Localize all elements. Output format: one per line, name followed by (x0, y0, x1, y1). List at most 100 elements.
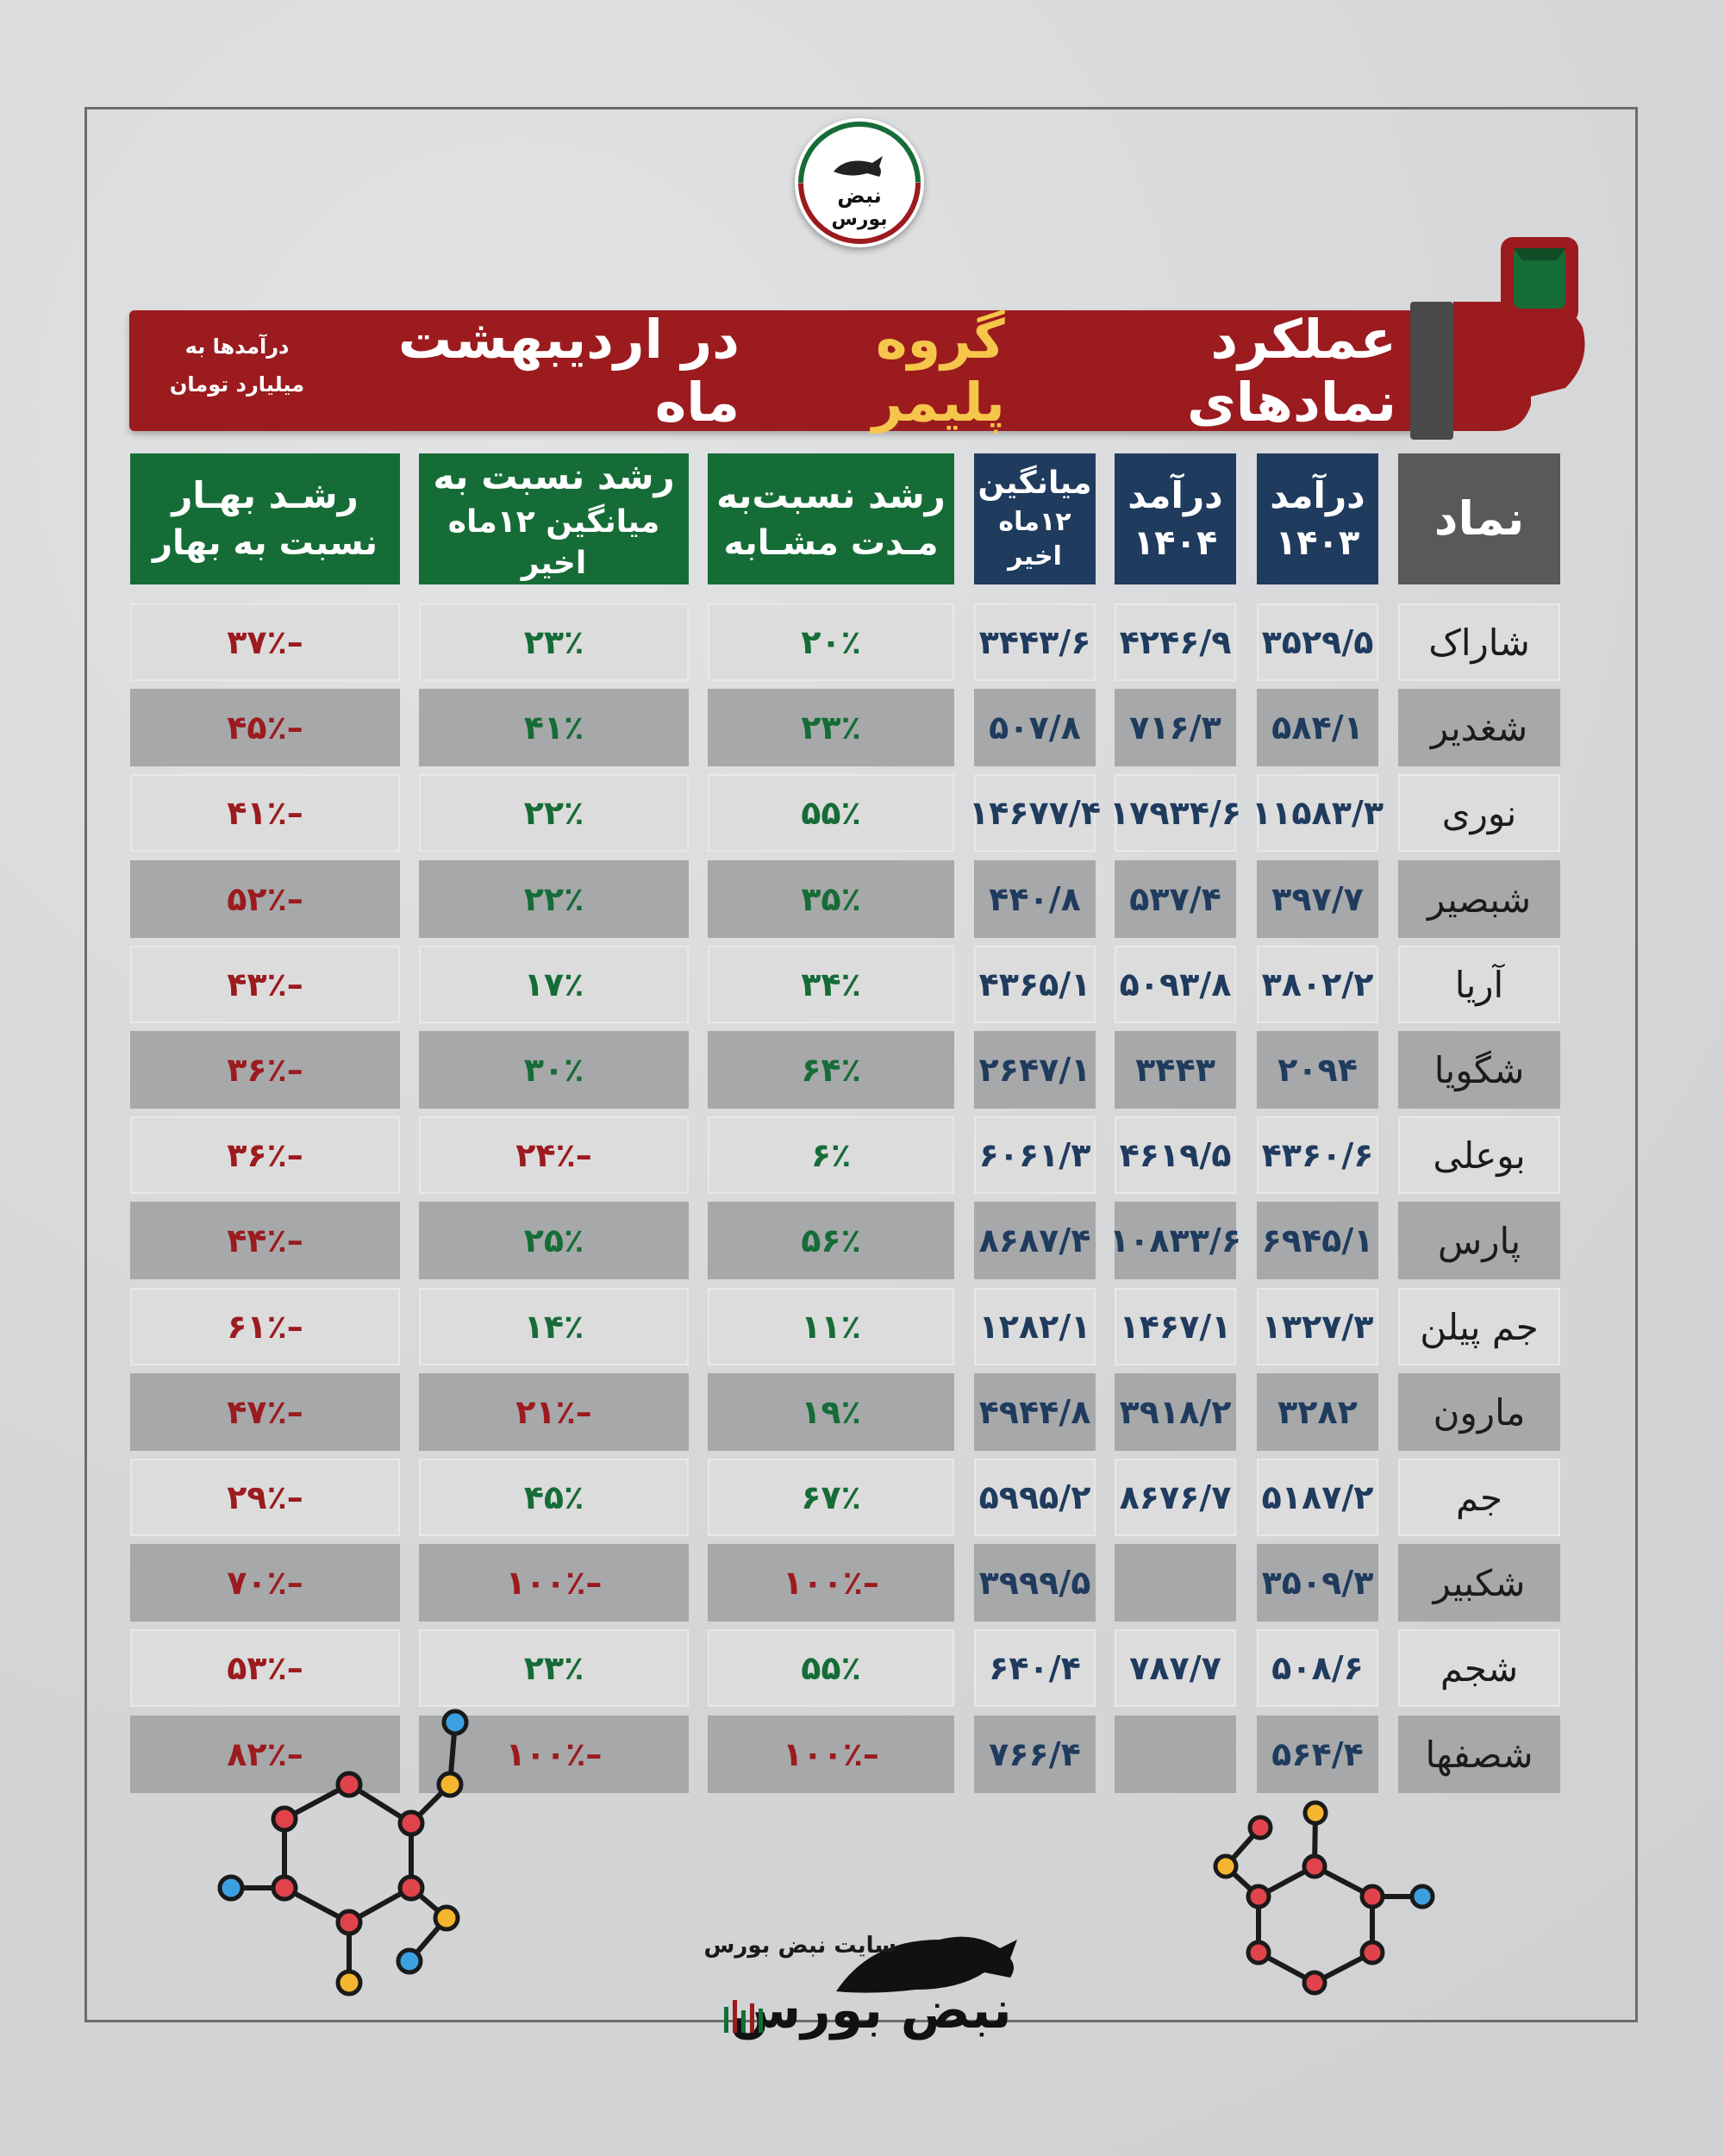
cell-average: ۷۶۶/۴ (974, 1715, 1096, 1793)
cell-revenue-1403: ۵۸۴/۱ (1257, 689, 1378, 766)
cell-growth-vs-average: ۱۴٪ (419, 1288, 689, 1365)
cell-average: ۶۴۰/۴ (974, 1629, 1096, 1707)
cell-growth-same-period: ۱۹٪ (708, 1373, 954, 1451)
header-growth-spring-line-2: نسبت به بهار (153, 523, 378, 564)
cell-symbol: شصفها (1398, 1715, 1560, 1793)
cell-growth-same-period: ۳۵٪ (708, 860, 954, 938)
content-frame (84, 107, 1638, 2022)
cell-revenue-1403: ۱۱۵۸۳/۳ (1252, 774, 1384, 852)
footer-logo-text: نبض بورس (729, 1980, 1011, 2040)
cell-symbol: شجم (1398, 1629, 1560, 1707)
header-average-line-2: ۱۲ماه اخیر (998, 506, 1071, 572)
header-growth-spring-line-1: رشـد بهـار (172, 473, 359, 516)
cell-revenue-1404: ۴۲۴۶/۹ (1115, 603, 1236, 681)
cell-growth-same-period: ۳۴٪ (708, 946, 954, 1023)
cell-revenue-1403: ۲۰۹۴ (1257, 1031, 1378, 1109)
title-banner (129, 310, 1414, 431)
header-revenue-1404-line-1: درآمد (1127, 473, 1223, 516)
cell-revenue-1404: ۷۸۷/۷ (1115, 1629, 1236, 1707)
cell-revenue-1403: ۱۳۲۷/۳ (1257, 1288, 1378, 1365)
header-revenue-1404-line-2: ۱۴۰۴ (1133, 523, 1218, 564)
cell-growth-vs-average: –۲۴٪ (419, 1116, 689, 1194)
cell-symbol: جم (1398, 1459, 1560, 1536)
cell-revenue-1403: ۵۱۸۷/۲ (1257, 1459, 1378, 1536)
molecule-left-icon (217, 1709, 469, 1997)
cell-average: ۸۶۸۷/۴ (974, 1202, 1096, 1279)
page-title: عملکرد نمادهای گروه پلیمر در اردیبهشت ما… (319, 308, 1396, 434)
unit-note-line-1: درآمدها به (184, 334, 290, 359)
cell-revenue-1404: ۷۱۶/۳ (1115, 689, 1236, 766)
brand-logo-icon: نبض بورس (798, 122, 921, 244)
sleeve-decoration (1410, 302, 1453, 440)
cell-growth-same-period: ۵۶٪ (708, 1202, 954, 1279)
cell-growth-vs-average: ۴۵٪ (419, 1459, 689, 1536)
cell-revenue-1403: ۳۵۰۹/۳ (1257, 1544, 1378, 1622)
cell-revenue-1404: ۳۴۴۳ (1115, 1031, 1236, 1109)
cell-growth-same-period: ۵۵٪ (708, 1629, 954, 1707)
cell-symbol: شگویا (1398, 1031, 1560, 1109)
cell-revenue-1404: ۱۴۶۷/۱ (1115, 1288, 1236, 1365)
header-growth-spring: رشـد بهـار نسبت به بهار (130, 453, 400, 584)
cell-revenue-1404 (1115, 1544, 1236, 1622)
cell-revenue-1403: ۴۳۶۰/۶ (1257, 1116, 1378, 1194)
cell-symbol: نوری (1398, 774, 1560, 852)
cell-average: ۳۴۴۳/۶ (974, 603, 1096, 681)
footer-logo: نبض بورس (724, 1936, 1017, 2040)
cell-symbol: شغدیر (1398, 689, 1560, 766)
header-average-line-1: میانگین (978, 466, 1092, 502)
cell-revenue-1404: ۱۷۹۳۴/۶ (1109, 774, 1241, 852)
cell-average: ۴۳۶۵/۱ (974, 946, 1096, 1023)
cell-growth-vs-average: ۲۳٪ (419, 603, 689, 681)
cell-growth-vs-average: ۳۰٪ (419, 1031, 689, 1109)
logo-text-1: نبض (837, 184, 882, 208)
unit-note: درآمدها به میلیارد تومان (164, 328, 310, 414)
cell-average: ۱۲۸۲/۱ (974, 1288, 1096, 1365)
cell-symbol: شاراک (1398, 603, 1560, 681)
cell-growth-vs-average: –۱۰۰٪ (419, 1544, 689, 1622)
header-symbol-label: نماد (1434, 491, 1525, 546)
cell-average: ۳۹۹۹/۵ (974, 1544, 1096, 1622)
cell-growth-same-period: ۶۷٪ (708, 1459, 954, 1536)
cell-growth-spring: –۳۶٪ (130, 1031, 400, 1109)
header-growth-same-line-1: رشد نسبت‌به (716, 473, 946, 516)
cell-growth-same-period: ۶٪ (708, 1116, 954, 1194)
header-revenue-1404: درآمد ۱۴۰۴ (1115, 453, 1236, 584)
unit-note-line-2: میلیارد تومان (169, 372, 305, 397)
header-revenue-1403: درآمد ۱۴۰۳ (1257, 453, 1378, 584)
title-part-2: در اردیبهشت ماه (397, 308, 740, 434)
cell-growth-same-period: ۵۵٪ (708, 774, 954, 852)
footer-candles-icon (724, 2000, 763, 2033)
cell-symbol: جم پیلن (1398, 1288, 1560, 1365)
cell-growth-spring: –۶۱٪ (130, 1288, 400, 1365)
cell-growth-spring: –۳۷٪ (130, 603, 400, 681)
header-growth-vs-average: رشد نسبت به میانگین ۱۲ماه اخیر (419, 453, 689, 584)
cell-growth-spring: –۴۷٪ (130, 1373, 400, 1451)
cell-symbol: مارون (1398, 1373, 1560, 1451)
header-growth-same-line-2: مـدت مشـابه (723, 523, 939, 564)
cell-revenue-1403: ۶۹۴۵/۱ (1257, 1202, 1378, 1279)
header-revenue-1403-line-2: ۱۴۰۳ (1275, 523, 1360, 564)
cell-growth-same-period: –۱۰۰٪ (708, 1544, 954, 1622)
cell-revenue-1404: ۸۶۷۶/۷ (1115, 1459, 1236, 1536)
title-part-1: عملکرد نمادهای (1186, 308, 1396, 434)
cell-revenue-1404: ۵۳۷/۴ (1115, 860, 1236, 938)
header-growth-avg-line-2: میانگین ۱۲ماه اخیر (447, 503, 660, 582)
cell-average: ۴۴۰/۸ (974, 860, 1096, 938)
cell-symbol: بوعلی (1398, 1116, 1560, 1194)
cell-symbol: شکبیر (1398, 1544, 1560, 1622)
cell-revenue-1403: ۳۹۷/۷ (1257, 860, 1378, 938)
header-symbol: نماد (1398, 453, 1560, 584)
cell-revenue-1403: ۵۰۸/۶ (1257, 1629, 1378, 1707)
cell-revenue-1404: ۳۹۱۸/۲ (1115, 1373, 1236, 1451)
logo-text-2: بورس (831, 209, 887, 230)
cell-revenue-1404: ۴۶۱۹/۵ (1115, 1116, 1236, 1194)
cell-growth-spring: –۲۹٪ (130, 1459, 400, 1536)
cell-revenue-1404 (1115, 1715, 1236, 1793)
cell-growth-same-period: ۱۱٪ (708, 1288, 954, 1365)
header-revenue-1403-line-1: درآمد (1270, 473, 1365, 516)
cell-average: ۱۴۶۷۷/۴ (969, 774, 1101, 852)
cell-growth-vs-average: ۴۱٪ (419, 689, 689, 766)
cell-symbol: شبصیر (1398, 860, 1560, 938)
cell-growth-vs-average: ۲۲٪ (419, 860, 689, 938)
cell-revenue-1404: ۱۰۸۳۳/۶ (1109, 1202, 1241, 1279)
